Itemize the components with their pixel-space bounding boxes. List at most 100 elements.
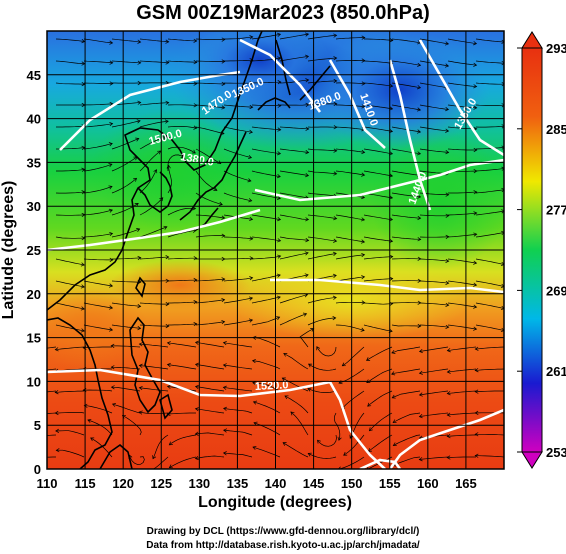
streamline: [419, 346, 449, 352]
streamline-arrowhead: [162, 135, 167, 140]
streamline: [333, 412, 341, 441]
streamline: [55, 38, 85, 42]
streamline: [335, 148, 365, 153]
streamline-arrowhead: [276, 32, 282, 37]
streamline-arrowhead: [276, 295, 281, 300]
contour-label: 1380.0: [179, 151, 214, 169]
streamline-arrowhead: [341, 362, 346, 367]
streamline: [299, 328, 314, 348]
streamline-arrowhead: [305, 126, 310, 131]
x-tick-label: 155: [379, 476, 401, 491]
streamline-arrowhead: [221, 297, 226, 303]
streamline-arrowhead: [193, 60, 198, 65]
streamline: [284, 395, 309, 414]
streamline-arrowhead: [191, 149, 196, 154]
streamline-arrowhead: [165, 60, 170, 65]
streamline-arrowhead: [361, 35, 366, 40]
streamline: [167, 257, 197, 260]
streamline-arrowhead: [500, 283, 504, 289]
streamline: [307, 214, 337, 219]
streamline-arrowhead: [109, 121, 114, 127]
streamline: [167, 230, 197, 238]
streamline-arrowhead: [166, 384, 171, 389]
streamline-arrowhead: [83, 403, 88, 408]
streamline-arrowhead: [110, 365, 115, 370]
streamline-arrowhead: [418, 349, 423, 354]
streamline-arrowhead: [249, 104, 254, 110]
streamline-arrowhead: [193, 256, 198, 261]
streamline: [391, 214, 421, 219]
streamline-arrowhead: [391, 349, 396, 354]
streamline: [195, 341, 225, 348]
streamline-arrowhead: [290, 411, 295, 416]
streamline-arrowhead: [391, 371, 396, 376]
streamline: [195, 386, 225, 392]
streamline: [475, 38, 504, 43]
colorbar-tick-label: 293: [546, 41, 566, 56]
y-axis-title: Latitude (degrees): [0, 181, 17, 320]
streamline: [279, 236, 309, 241]
streamline-arrowhead: [416, 129, 422, 134]
streamline-arrowhead: [251, 358, 256, 364]
streamline-arrowhead: [389, 254, 394, 259]
streamline-arrowhead: [221, 59, 226, 64]
streamline: [167, 104, 197, 106]
streamline-arrowhead: [109, 231, 114, 237]
streamline-arrowhead: [418, 457, 423, 462]
streamline: [307, 317, 336, 326]
streamline: [307, 103, 337, 106]
streamline-arrowhead: [473, 190, 478, 195]
streamline-arrowhead: [276, 174, 281, 179]
streamline-arrowhead: [307, 452, 312, 457]
streamline-arrowhead: [221, 215, 226, 220]
streamline: [368, 434, 393, 452]
streamline-arrowhead: [307, 387, 312, 392]
streamline-arrowhead: [138, 410, 143, 415]
streamline: [111, 156, 138, 172]
streamline-arrowhead: [134, 203, 139, 207]
streamline: [475, 302, 504, 309]
colorbar-tick-label: 285: [546, 122, 566, 137]
streamline-arrowhead: [193, 321, 198, 327]
streamline-arrowhead: [333, 171, 338, 176]
streamline: [307, 253, 337, 260]
streamline: [280, 104, 309, 106]
streamline-arrowhead: [445, 192, 450, 197]
streamline: [279, 148, 309, 153]
streamline-arrowhead: [308, 363, 313, 368]
streamline: [112, 403, 141, 414]
streamline-arrowhead: [473, 147, 478, 153]
streamline: [55, 324, 85, 332]
streamline: [111, 120, 141, 128]
streamline: [475, 280, 504, 287]
streamline-arrowhead: [444, 41, 450, 46]
streamline-arrowhead: [474, 432, 479, 437]
streamline-arrowhead: [109, 40, 114, 45]
streamline: [223, 104, 253, 108]
streamline: [363, 302, 393, 305]
streamline: [475, 104, 504, 106]
streamline: [391, 368, 421, 375]
streamline: [279, 192, 309, 199]
contour-label: 1520.0: [255, 379, 289, 393]
streamline-arrowhead: [389, 106, 394, 111]
streamline-arrowhead: [305, 54, 310, 59]
streamline: [83, 103, 113, 106]
streamline-arrowhead: [361, 58, 366, 63]
streamline: [475, 189, 504, 194]
streamline-arrowhead: [193, 38, 198, 43]
y-tick-label: 40: [27, 112, 41, 127]
streamline-arrowhead: [361, 275, 366, 280]
streamline-arrowhead: [221, 81, 226, 87]
streamline-arrowhead: [317, 439, 321, 444]
streamline: [335, 236, 365, 243]
streamline-arrowhead: [194, 407, 199, 412]
streamline-arrowhead: [87, 418, 92, 423]
streamline-arrowhead: [165, 100, 170, 105]
streamline: [447, 346, 477, 351]
streamline-arrowhead: [164, 119, 169, 124]
streamline-arrowhead: [249, 216, 254, 222]
streamline-arrowhead: [80, 284, 85, 289]
streamline: [168, 301, 197, 304]
streamline-arrowhead: [137, 100, 142, 105]
